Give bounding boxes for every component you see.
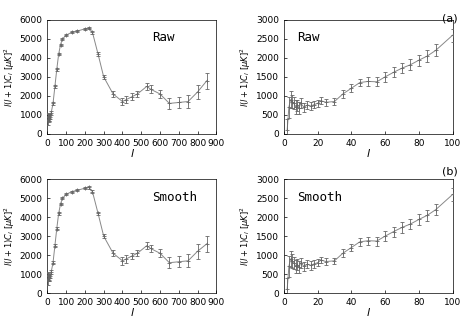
Text: Smooth: Smooth <box>297 191 342 204</box>
Text: Raw: Raw <box>152 31 174 44</box>
Y-axis label: $l(l+1)C_l\ [\mu K]^2$: $l(l+1)C_l\ [\mu K]^2$ <box>2 47 17 107</box>
Y-axis label: $l(l+1)C_l\ [\mu K]^2$: $l(l+1)C_l\ [\mu K]^2$ <box>239 47 253 107</box>
X-axis label: l: l <box>367 308 370 318</box>
Text: Raw: Raw <box>297 31 320 44</box>
Y-axis label: $l(l+1)C_l\ [\mu K]^2$: $l(l+1)C_l\ [\mu K]^2$ <box>2 206 17 266</box>
X-axis label: l: l <box>130 149 133 159</box>
X-axis label: l: l <box>367 149 370 159</box>
Y-axis label: $l(l+1)C_l\ [\mu K]^2$: $l(l+1)C_l\ [\mu K]^2$ <box>239 206 253 266</box>
Text: (b): (b) <box>442 166 457 176</box>
Text: (a): (a) <box>442 13 457 23</box>
X-axis label: l: l <box>130 308 133 318</box>
Text: Smooth: Smooth <box>152 191 197 204</box>
